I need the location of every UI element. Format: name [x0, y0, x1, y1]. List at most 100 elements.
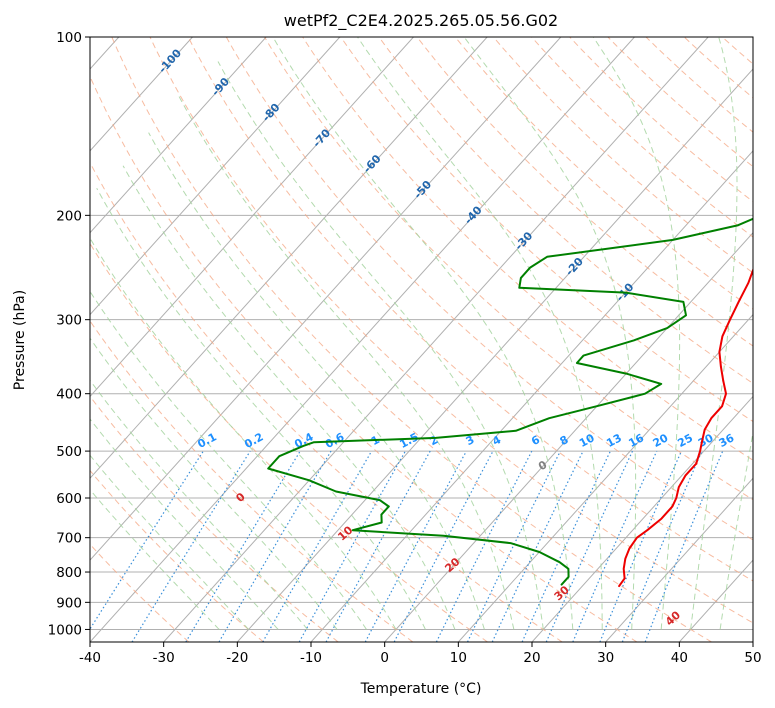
isotherm-line	[531, 395, 753, 642]
dry-adiabat-line	[454, 37, 753, 310]
x-tick-label: 40	[671, 650, 688, 666]
y-tick-label: 600	[56, 491, 82, 507]
x-tick-label: -20	[226, 650, 248, 666]
dry-adiabat-line	[378, 37, 753, 385]
x-tick-label: 10	[450, 650, 467, 666]
x-axis-label: Temperature (°C)	[360, 681, 482, 697]
isotherm-line	[90, 37, 267, 234]
moist-adiabat-line	[90, 379, 308, 630]
dry-adiabat-line	[225, 37, 753, 541]
mixing-ratio-line	[298, 450, 406, 642]
dewpoint-profile	[267, 217, 753, 586]
moist-adiabat-line	[719, 430, 753, 630]
dry-adiabat-line	[683, 37, 753, 99]
mixing-ratio-label: 6	[529, 433, 542, 448]
chart-title: wetPf2_C2E4.2025.265.05.56.G02	[284, 11, 558, 31]
axes: -40 -30 -20 -10 0 10 20 30 40 5010020030040050060…	[48, 30, 762, 666]
x-tick-label: 0	[380, 650, 389, 666]
moist-adiabat-line	[90, 290, 367, 630]
y-tick-label: 1000	[48, 622, 82, 638]
mixing-ratio-label: 4	[490, 433, 503, 448]
moist-adiabat-line	[177, 94, 515, 630]
y-tick-label: 800	[56, 565, 82, 581]
dry-adiabat-line	[90, 543, 190, 642]
mixing-ratio-line	[435, 450, 533, 642]
moist-adiabat-line	[90, 418, 279, 630]
temperature-profile	[618, 267, 753, 588]
isotherm-line	[90, 37, 414, 398]
mixing-ratio-label: 36	[717, 431, 737, 450]
dry-adiabat-line	[645, 37, 753, 133]
mixing-ratio-label: 25	[675, 431, 695, 450]
moist-adiabat-line	[357, 37, 603, 630]
moist-adiabat-line	[217, 61, 544, 630]
dry-adiabat-line	[416, 37, 753, 347]
x-tick-label: -10	[300, 650, 322, 666]
dry-adiabat-label: 10	[335, 523, 355, 543]
isotherm-line	[90, 37, 562, 561]
moist-adiabat-line	[690, 37, 738, 630]
isotherm-line	[384, 231, 753, 642]
series-layer	[267, 217, 753, 588]
mixing-ratio-label: 2	[427, 433, 440, 448]
mixing-ratio-label: 30	[696, 431, 716, 450]
dry-adiabat-line	[607, 37, 753, 168]
mixing-ratio-line	[466, 450, 561, 642]
mixing-ratio-line	[185, 450, 301, 642]
mixing-ratio-label: 8	[558, 433, 571, 448]
moist-adiabat-line	[90, 337, 338, 630]
moist-adiabat-line	[148, 132, 485, 630]
x-tick-label: 50	[744, 650, 761, 666]
moist-adiabat-line	[592, 37, 681, 630]
mixing-ratio-label: 10	[577, 431, 597, 450]
isotherm-line	[90, 37, 488, 480]
isotherm-line	[752, 641, 753, 642]
dry-adiabat-label: 40	[663, 608, 683, 628]
y-tick-label: 900	[56, 595, 82, 611]
dry-adiabat-line	[90, 161, 563, 642]
grid-layer	[90, 37, 753, 642]
dry-adiabat-line	[149, 37, 753, 624]
isotherm-line	[163, 37, 709, 642]
moist-adiabat-line	[90, 454, 249, 630]
mixing-ratio-label: 0.4	[292, 430, 316, 451]
x-tick-label: -30	[153, 650, 175, 666]
mixing-ratio-line	[364, 450, 467, 642]
mixing-ratio-label: 16	[626, 431, 646, 450]
mixing-ratio-line	[545, 450, 634, 642]
y-tick-label: 300	[56, 313, 82, 329]
plot-frame	[89, 36, 754, 643]
mixing-ratio-label: 0.2	[242, 430, 265, 451]
x-tick-label: 30	[597, 650, 614, 666]
mixing-ratio-label: 13	[604, 431, 624, 450]
mixing-ratio-label: 20	[651, 431, 671, 450]
y-tick-label: 400	[56, 387, 82, 403]
y-tick-label: 200	[56, 208, 82, 224]
dry-adiabat-line	[90, 320, 414, 642]
isotherm-line	[457, 313, 753, 642]
isotherm-line	[90, 37, 193, 152]
isotherm-line	[236, 68, 753, 642]
moist-adiabat-line	[272, 37, 574, 630]
mixing-ratio-label: 1.5	[397, 430, 420, 451]
mixing-ratio-line	[131, 450, 251, 642]
moist-adiabat-line	[90, 237, 397, 630]
y-tick-label: 700	[56, 531, 82, 547]
mixing-ratio-line	[599, 450, 682, 642]
mixing-ratio-label: 0.1	[195, 430, 218, 451]
mixing-ratio-line	[572, 450, 658, 642]
dry-adiabat-line	[90, 395, 339, 642]
dry-adiabat-line	[264, 37, 753, 501]
y-axis-label: Pressure (hPa)	[12, 290, 28, 390]
isotherm-line	[90, 37, 341, 316]
moist-adiabat-line	[90, 488, 220, 630]
dry-adiabat-line	[111, 37, 712, 642]
y-tick-label: 100	[56, 30, 82, 46]
dry-adiabat-line	[90, 242, 488, 642]
mixing-ratio-line	[491, 450, 584, 642]
isotherm-line	[90, 37, 635, 642]
moist-adiabat-line	[122, 165, 456, 630]
moist-adiabat-line	[96, 187, 426, 630]
dry-adiabat-line	[90, 469, 264, 642]
